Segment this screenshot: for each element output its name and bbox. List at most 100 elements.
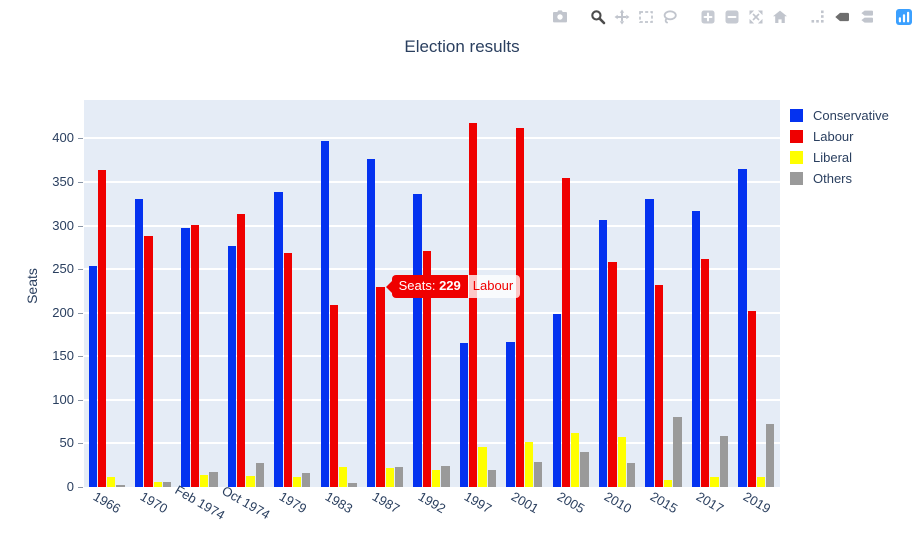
reset-axes-icon[interactable] [768,6,792,28]
y-tick-label: 0 [66,479,74,494]
bar-liberal-2010[interactable] [617,437,626,487]
bar-liberal-1966[interactable] [107,476,116,487]
bar-conservative-1997[interactable] [459,343,469,487]
bar-labour-1970[interactable] [144,235,153,487]
bar-liberal-2019[interactable] [756,477,766,487]
zoom-icon[interactable] [586,6,610,28]
bar-labour-1979[interactable] [283,252,292,487]
bar-conservative-1987[interactable] [367,159,376,487]
y-tick-label: 400 [52,130,74,146]
autoscale-icon[interactable] [744,6,768,28]
bar-others-2015[interactable] [673,417,682,487]
bar-liberal-1987[interactable] [385,467,394,487]
gridline [84,137,780,140]
lasso-select-icon[interactable] [658,6,682,28]
gridline [84,355,780,358]
bar-labour-1987[interactable] [376,287,385,487]
plotly-modebar [534,6,916,28]
bar-labour-2005[interactable] [561,177,571,487]
bar-labour-2015[interactable] [654,284,663,487]
plotly-logo-icon[interactable] [892,6,916,28]
spikelines-icon[interactable] [806,6,830,28]
bar-labour-oct-1974[interactable] [237,214,246,487]
y-tick-mark [78,443,83,445]
bar-others-1970[interactable] [162,481,172,487]
legend-label: Conservative [813,108,889,123]
chart-title: Election results [404,37,520,56]
legend-label: Labour [813,129,854,144]
bar-labour-2019[interactable] [747,310,756,487]
camera-icon[interactable] [548,6,572,28]
bar-liberal-1992[interactable] [432,469,441,487]
legend-swatch-icon [790,109,803,122]
bar-others-2017[interactable] [719,435,728,487]
bar-others-1992[interactable] [441,466,450,487]
legend-item-others[interactable]: Others [790,171,889,186]
pan-icon[interactable] [610,6,634,28]
y-tick-label: 200 [52,304,74,320]
box-select-icon[interactable] [634,6,658,28]
x-tick-label: 1997 [462,488,495,517]
x-tick-label: 2015 [647,488,681,517]
x-tick-label: 1992 [415,488,449,517]
bar-conservative-feb-1974[interactable] [181,228,190,487]
legend-label: Liberal [813,150,853,165]
zoom-out-icon[interactable] [720,6,744,28]
bar-conservative-1983[interactable] [320,140,329,487]
bar-liberal-2005[interactable] [571,432,580,487]
bar-conservative-2017[interactable] [691,210,701,487]
legend-item-conservative[interactable]: Conservative [790,108,889,123]
bar-labour-2017[interactable] [701,258,710,487]
y-tick-mark [78,399,83,401]
zoom-in-icon[interactable] [696,6,720,28]
bar-conservative-2001[interactable] [506,342,515,487]
bar-others-1979[interactable] [302,473,311,487]
bar-liberal-1970[interactable] [153,481,162,487]
bar-labour-1992[interactable] [422,250,431,487]
legend-item-labour[interactable]: Labour [790,129,889,144]
bar-liberal-feb-1974[interactable] [200,474,209,487]
bar-others-oct-1974[interactable] [255,462,264,487]
bar-others-1966[interactable] [116,485,125,487]
bar-conservative-oct-1974[interactable] [227,245,237,487]
bar-conservative-1970[interactable] [135,199,144,487]
legend-item-liberal[interactable]: Liberal [790,150,889,165]
bar-conservative-2019[interactable] [738,168,747,487]
bar-liberal-oct-1974[interactable] [246,475,255,487]
hover-closest-icon[interactable] [830,6,854,28]
bar-liberal-1979[interactable] [292,477,302,487]
bar-liberal-2001[interactable] [524,441,534,487]
bar-conservative-2015[interactable] [645,199,654,487]
bar-others-feb-1974[interactable] [209,472,218,487]
bar-labour-feb-1974[interactable] [190,224,199,487]
bar-others-2010[interactable] [626,463,636,487]
y-tick-mark [78,269,83,271]
bar-conservative-1992[interactable] [413,194,422,487]
bar-labour-1966[interactable] [97,169,107,487]
x-tick-label: 1983 [322,488,356,517]
bar-labour-2001[interactable] [515,127,524,487]
plot-area [84,100,780,487]
gridline [84,180,780,183]
bar-others-2019[interactable] [766,424,775,487]
gridline [84,224,780,227]
bar-liberal-1997[interactable] [478,446,487,487]
bar-labour-1983[interactable] [329,304,339,487]
bar-conservative-2010[interactable] [599,220,608,487]
x-tick-label: 2010 [601,488,634,517]
x-tick-label: 2001 [508,488,542,517]
bar-others-1983[interactable] [348,482,357,487]
bar-liberal-1983[interactable] [339,466,348,487]
bar-others-2005[interactable] [580,452,589,487]
bar-liberal-2017[interactable] [710,476,719,487]
bar-conservative-1979[interactable] [274,191,283,487]
bar-conservative-1966[interactable] [88,266,97,487]
bar-others-1987[interactable] [394,466,404,487]
hover-compare-icon[interactable] [854,6,878,28]
bar-others-1997[interactable] [487,469,496,487]
bar-conservative-2005[interactable] [552,314,561,487]
bar-liberal-2015[interactable] [664,480,673,487]
bar-labour-2010[interactable] [608,262,617,487]
bar-labour-1997[interactable] [469,122,478,487]
bar-others-2001[interactable] [534,461,543,487]
